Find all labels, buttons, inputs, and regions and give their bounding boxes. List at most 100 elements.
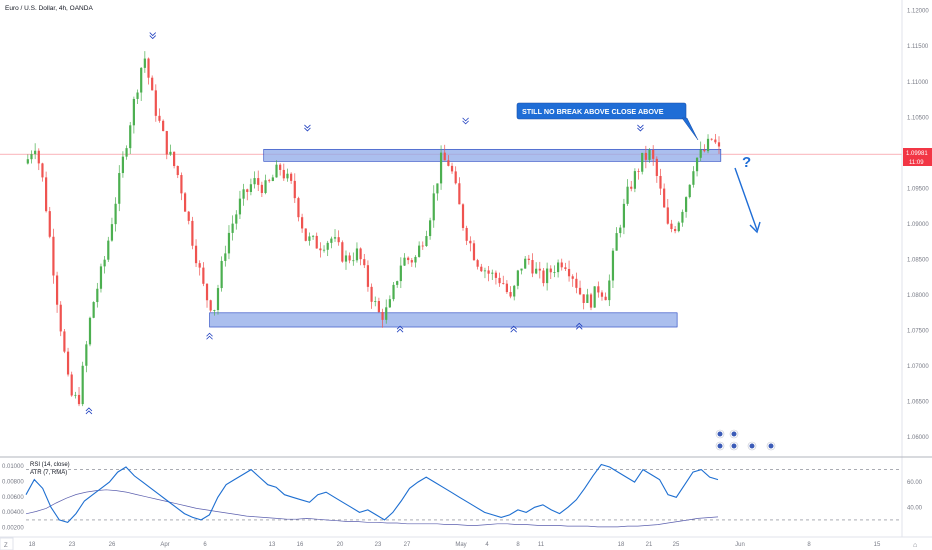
candle-down xyxy=(341,242,344,262)
candle-down xyxy=(410,260,413,263)
support-zone[interactable] xyxy=(209,312,678,328)
candle-down xyxy=(45,177,48,212)
event-flag-inner xyxy=(768,443,774,449)
candle-down xyxy=(461,204,465,228)
candle-up xyxy=(699,149,702,158)
candle-down xyxy=(165,131,168,155)
event-flag-inner xyxy=(749,443,755,449)
candle-down xyxy=(443,152,446,161)
candle-up xyxy=(253,178,256,185)
candle-up xyxy=(107,240,110,260)
candle-up xyxy=(695,157,699,172)
candle-up xyxy=(546,268,549,284)
candle-down xyxy=(494,272,498,278)
candle-up xyxy=(619,227,622,234)
annotation-layer[interactable] xyxy=(516,102,776,451)
candle-up xyxy=(231,223,234,233)
candle-up xyxy=(99,266,103,289)
annotation-pointer xyxy=(681,117,699,141)
candle-up xyxy=(264,180,267,193)
price-tick-label: 1.11500 xyxy=(907,44,929,50)
candle-down xyxy=(502,283,505,284)
candle-down xyxy=(282,169,285,179)
candle-up xyxy=(216,288,220,311)
candle-down xyxy=(666,207,669,224)
candle-down xyxy=(52,236,55,276)
candle-up xyxy=(213,310,216,311)
price-tick-label: 1.12000 xyxy=(907,9,929,15)
candle-up xyxy=(626,186,629,204)
time-tick-label: 26 xyxy=(109,542,116,548)
candle-down xyxy=(158,115,161,121)
rsi-line xyxy=(25,463,719,524)
candle-up xyxy=(418,245,421,257)
candle-up xyxy=(688,184,691,198)
candle-up xyxy=(286,173,289,179)
candle-down xyxy=(315,235,318,249)
candles-layer[interactable] xyxy=(26,51,721,407)
candle-down xyxy=(564,267,567,269)
candle-down xyxy=(37,150,40,164)
time-tick-label: 4 xyxy=(485,542,489,548)
candle-down xyxy=(194,245,198,264)
price-tick-label: 1.09000 xyxy=(907,222,929,228)
indicator-pane[interactable]: 0.01000 0.00800 0.00600 0.00400 0.00200 60.00… xyxy=(2,463,923,532)
candle-down xyxy=(63,331,66,352)
candle-down xyxy=(151,77,154,91)
atr-tick-label: 0.01000 xyxy=(2,464,24,470)
candle-up xyxy=(74,394,77,396)
candle-down xyxy=(454,171,457,184)
candle-down xyxy=(198,263,201,268)
candle-up xyxy=(140,67,143,93)
home-icon[interactable]: ⌂ xyxy=(913,542,917,549)
candle-down xyxy=(542,270,545,284)
timezone-button[interactable] xyxy=(905,538,932,550)
candle-down xyxy=(465,227,468,241)
event-flag-inner xyxy=(717,431,723,437)
time-tick-label: 8 xyxy=(807,542,811,548)
candle-down xyxy=(578,287,582,295)
candle-down xyxy=(476,260,479,267)
settings-button[interactable] xyxy=(0,537,14,550)
candle-down xyxy=(147,58,150,78)
candle-down xyxy=(637,171,640,172)
candle-down xyxy=(582,294,585,303)
candle-up xyxy=(436,183,439,194)
event-flag-inner xyxy=(731,443,737,449)
candle-up xyxy=(553,272,556,273)
annotation-callout[interactable] xyxy=(516,102,687,120)
event-flag-inner xyxy=(731,431,737,437)
candle-down xyxy=(191,220,194,246)
candle-down xyxy=(279,164,282,170)
candle-up xyxy=(633,171,636,189)
candle-down xyxy=(162,120,165,132)
candle-down xyxy=(187,211,190,221)
candle-up xyxy=(483,270,487,272)
candle-down xyxy=(260,184,263,193)
zones-layer[interactable] xyxy=(209,148,722,328)
candle-down xyxy=(202,267,205,284)
candle-up xyxy=(414,256,417,263)
candle-down xyxy=(421,245,424,247)
candle-down xyxy=(176,166,179,176)
time-tick-label: 6 xyxy=(203,542,207,548)
last-price-label: 1.09981 xyxy=(906,151,928,157)
time-tick-label: Apr xyxy=(160,542,169,548)
atr-label: ATR (7, RMA) xyxy=(30,470,67,476)
candle-up xyxy=(235,214,238,224)
candle-up xyxy=(513,285,516,297)
candle-up xyxy=(275,164,278,178)
candle-down xyxy=(597,286,600,293)
time-tick-label: 25 xyxy=(673,542,680,548)
time-axis[interactable]: 18 23 26 Apr 6 13 16 20 23 27 May 4 8 11 18 21 25 Jun 8 15 xyxy=(29,542,881,548)
candle-up xyxy=(615,233,618,251)
time-tick-label: 15 xyxy=(874,542,881,548)
candle-up xyxy=(439,152,443,184)
atr-tick-label: 0.00600 xyxy=(2,495,24,501)
resistance-zone[interactable] xyxy=(263,148,722,162)
candle-down xyxy=(70,374,73,396)
rsi-tick-label: 60.00 xyxy=(907,480,923,486)
time-tick-label: Jun xyxy=(735,542,745,548)
candle-down xyxy=(487,270,490,274)
